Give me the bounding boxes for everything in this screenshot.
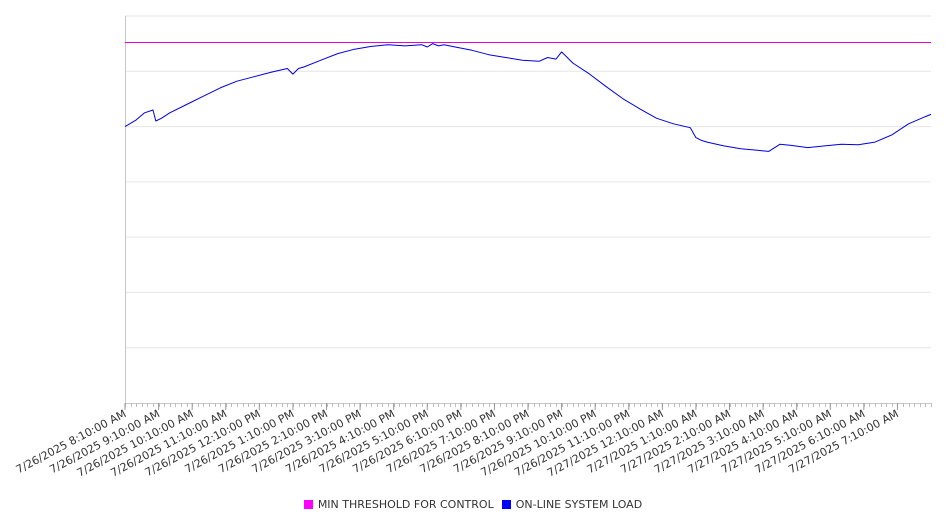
gridlines xyxy=(125,15,931,349)
legend-label-system-load: ON-LINE SYSTEM LOAD xyxy=(515,498,643,511)
axes xyxy=(125,16,931,404)
legend-item-min-threshold[interactable]: MIN THRESHOLD FOR CONTROL xyxy=(303,498,494,511)
legend-label-min-threshold: MIN THRESHOLD FOR CONTROL xyxy=(317,498,494,511)
series-line-system-load xyxy=(124,43,932,152)
legend-item-system-load[interactable]: ON-LINE SYSTEM LOAD xyxy=(501,498,643,511)
legend-swatch-system-load xyxy=(501,500,511,509)
legend: MIN THRESHOLD FOR CONTROL ON-LINE SYSTEM… xyxy=(0,498,946,511)
series-lines xyxy=(124,42,932,152)
x-axis-ticks: 7/26/2025 8:10:00 AM7/26/2025 9:10:00 AM… xyxy=(14,403,932,480)
legend-swatch-min-threshold xyxy=(303,500,313,509)
